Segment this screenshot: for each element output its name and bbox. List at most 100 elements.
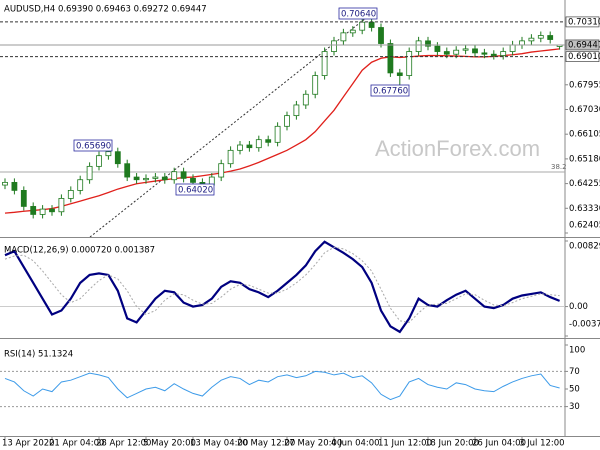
candle-body [246, 144, 253, 149]
x-tick-label: 27 May 20:00 [284, 439, 342, 449]
x-tick-label: 13 May 04:00 [190, 439, 248, 449]
y-tick-label: 0.64255 [569, 179, 600, 189]
candle-body [500, 51, 507, 56]
candle-body [321, 51, 328, 76]
price-level-label: 0.69447 [568, 40, 600, 50]
candle-body [472, 48, 478, 54]
candle-body [368, 21, 375, 28]
panel-title: RSI(14) 51.1324 [4, 350, 73, 360]
candle-body [96, 155, 102, 167]
fib-label: 38.2 [551, 163, 567, 171]
candle-body [124, 163, 131, 178]
candle-body [11, 181, 18, 191]
candle-body [39, 208, 46, 215]
candle-body [425, 40, 431, 47]
candle-body [481, 52, 488, 55]
candle-body [396, 72, 403, 76]
y-tick-label: 0.67955 [569, 80, 600, 90]
candle-body [453, 49, 460, 55]
annotation-box [73, 139, 113, 152]
x-tick-label: 28 Apr 12:00 [96, 439, 151, 449]
candle-body [218, 163, 225, 178]
price-level-label: 0.70310 [568, 17, 600, 27]
candle-body [20, 190, 27, 207]
panel-title: MACD(12,26,9) 0.000720 0.001387 [4, 246, 155, 256]
candle-body [152, 176, 159, 179]
candle-body [312, 75, 319, 95]
candle-body [86, 165, 93, 181]
annotation: 0.67760 [373, 87, 408, 97]
annotation: 0.64020 [178, 186, 213, 196]
annotation-box [338, 7, 378, 20]
candle-body [462, 48, 469, 51]
candle-body [161, 176, 168, 181]
panel-title: AUDUSD,H4 0.69390 0.69463 0.69272 0.6944… [4, 5, 207, 15]
y-tick-label: 0.66105 [569, 130, 600, 140]
price-level-box [565, 51, 600, 62]
indicator-line [4, 246, 560, 323]
candle-body [378, 27, 384, 44]
candle-body [114, 151, 121, 165]
candle-body [528, 37, 535, 42]
candle-body [331, 40, 337, 52]
annotation: 0.70640 [341, 10, 376, 20]
x-tick-label: 4 Jun 04:00 [331, 439, 380, 449]
candle-body [133, 176, 140, 181]
candle-body [49, 208, 55, 213]
x-tick-label: 11 Jun 12:00 [378, 439, 432, 449]
price-level-box [565, 39, 600, 51]
candle-body [143, 177, 149, 181]
x-tick-label: 3 Jul 12:00 [519, 439, 565, 449]
x-tick-label: 20 May 12:00 [237, 439, 295, 449]
candle-body [190, 177, 196, 183]
candle-body [406, 51, 413, 76]
candle-body [547, 35, 554, 40]
y-tick-label: 30 [569, 402, 580, 412]
y-tick-label: 0.008295 [569, 242, 600, 252]
y-tick-label: 0.62405 [569, 221, 600, 231]
candle-body [537, 35, 544, 39]
candle-body [302, 93, 309, 106]
candle-body [171, 171, 178, 181]
y-tick-label: 70 [569, 367, 580, 377]
candle-body [265, 139, 272, 143]
trendline [89, 17, 367, 238]
candle-body [274, 125, 281, 143]
indicator-line [4, 370, 560, 401]
candle-body [387, 43, 394, 74]
y-tick-label: 0.00 [569, 302, 588, 312]
x-tick-label: 18 Jun 20:00 [425, 439, 479, 449]
candle-body [359, 21, 366, 31]
x-tick-label: 13 Apr 2020 [2, 439, 55, 449]
candle-body [237, 144, 243, 151]
candle-body [77, 179, 84, 191]
candle-body [180, 171, 187, 179]
y-tick-label: -0.003725 [569, 320, 600, 330]
candle-body [58, 198, 65, 213]
candle-body [340, 32, 347, 42]
candle-body [30, 206, 37, 215]
candle-body [415, 40, 422, 52]
y-tick-label: 100 [569, 346, 585, 356]
candle-body [490, 53, 497, 56]
x-tick-label: 21 Apr 04:00 [49, 439, 104, 449]
candle-body [443, 51, 450, 55]
y-tick-label: 50 [569, 385, 580, 395]
candle-body [2, 181, 8, 186]
price-level-label: 0.69010 [568, 52, 600, 62]
watermark: ActionForex.com [375, 136, 540, 161]
x-tick-label: 26 Jun 04:00 [472, 439, 526, 449]
x-tick-label: 5 May 20:00 [143, 439, 196, 449]
candle-body [349, 29, 356, 34]
annotation-box [370, 84, 410, 97]
annotation-box [175, 183, 215, 196]
candle-body [255, 139, 262, 149]
candle-body [284, 115, 290, 127]
candle-body [227, 149, 234, 165]
annotation: 0.65690 [76, 142, 111, 152]
